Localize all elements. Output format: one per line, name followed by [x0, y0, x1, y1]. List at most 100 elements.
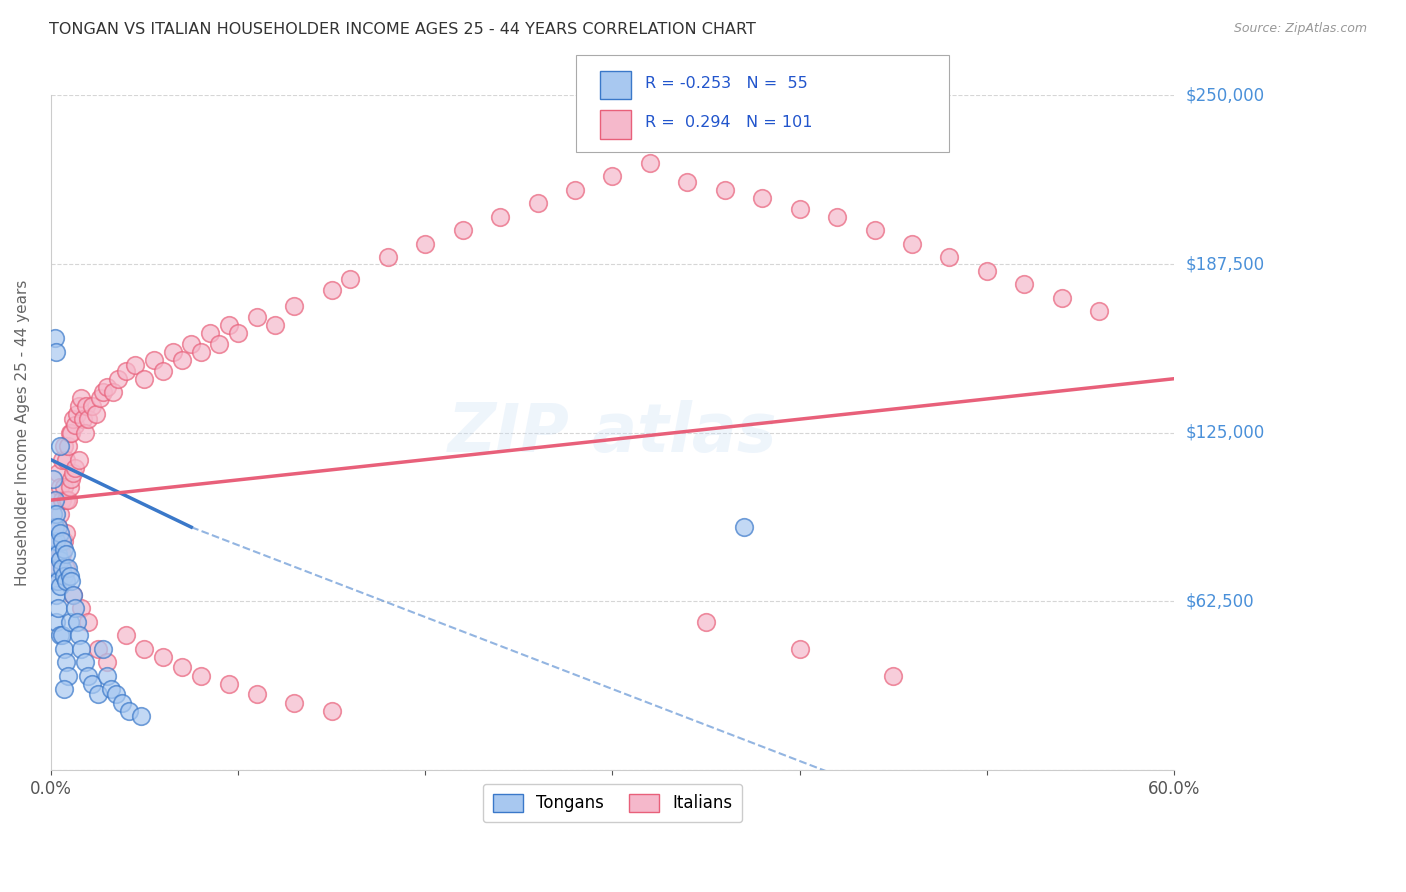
Point	[339, 272, 361, 286]
Point	[60, 574, 83, 588]
Point	[246, 688, 269, 702]
Point	[49, 580, 72, 594]
Point	[863, 223, 886, 237]
Point	[41, 547, 63, 561]
Point	[45, 588, 67, 602]
Point	[58, 480, 80, 494]
Point	[63, 460, 86, 475]
Point	[96, 668, 118, 682]
Point	[901, 236, 924, 251]
Point	[789, 641, 811, 656]
Point	[58, 615, 80, 629]
Point	[1014, 277, 1036, 292]
Text: R = -0.253   N =  55: R = -0.253 N = 55	[645, 76, 808, 91]
Point	[114, 628, 136, 642]
Point	[526, 196, 548, 211]
Point	[77, 668, 100, 682]
Point	[91, 385, 114, 400]
Point	[49, 439, 72, 453]
Point	[676, 175, 699, 189]
Point	[1088, 304, 1111, 318]
Point	[882, 668, 904, 682]
Point	[49, 507, 72, 521]
Point	[44, 520, 66, 534]
Point	[45, 560, 67, 574]
Point	[52, 533, 75, 548]
Point	[413, 236, 436, 251]
Point	[41, 507, 63, 521]
Point	[62, 412, 84, 426]
Point	[51, 452, 73, 467]
Point	[51, 493, 73, 508]
Point	[134, 372, 156, 386]
Point	[45, 344, 67, 359]
Point	[52, 541, 75, 556]
Point	[69, 601, 91, 615]
Point	[72, 412, 94, 426]
Point	[180, 336, 202, 351]
Point	[96, 655, 118, 669]
Point	[52, 439, 75, 453]
Point	[218, 318, 240, 332]
Point	[44, 574, 66, 588]
Point	[46, 574, 69, 588]
Point	[77, 412, 100, 426]
Point	[77, 615, 100, 629]
Point	[67, 628, 90, 642]
Point	[283, 696, 305, 710]
Point	[63, 601, 86, 615]
Point	[602, 169, 624, 184]
Point	[73, 425, 96, 440]
Point	[91, 641, 114, 656]
Point	[62, 466, 84, 480]
Point	[321, 704, 343, 718]
Point	[52, 681, 75, 696]
Point	[976, 264, 998, 278]
Point	[45, 533, 67, 548]
Text: TONGAN VS ITALIAN HOUSEHOLDER INCOME AGES 25 - 44 YEARS CORRELATION CHART: TONGAN VS ITALIAN HOUSEHOLDER INCOME AGE…	[49, 22, 756, 37]
Point	[198, 326, 221, 340]
Point	[52, 480, 75, 494]
Point	[124, 358, 146, 372]
Point	[283, 299, 305, 313]
Point	[46, 520, 69, 534]
Point	[129, 709, 152, 723]
Point	[86, 641, 108, 656]
Point	[489, 210, 512, 224]
Point	[51, 533, 73, 548]
Point	[825, 210, 848, 224]
Point	[55, 655, 77, 669]
Point	[66, 407, 89, 421]
Point	[713, 183, 735, 197]
Point	[152, 649, 174, 664]
Point	[52, 568, 75, 582]
Point	[938, 250, 960, 264]
Text: $125,000: $125,000	[1185, 424, 1264, 442]
Text: R =  0.294   N = 101: R = 0.294 N = 101	[645, 115, 813, 130]
Point	[89, 391, 111, 405]
Point	[218, 676, 240, 690]
Point	[96, 380, 118, 394]
Point	[41, 533, 63, 548]
Point	[170, 660, 193, 674]
Point	[46, 601, 69, 615]
Point	[45, 533, 67, 548]
Point	[46, 466, 69, 480]
Point	[69, 391, 91, 405]
Text: $250,000: $250,000	[1185, 87, 1264, 104]
Point	[751, 191, 773, 205]
Point	[134, 641, 156, 656]
Point	[451, 223, 474, 237]
Point	[45, 493, 67, 508]
Point	[49, 525, 72, 540]
Point	[377, 250, 399, 264]
Point	[46, 547, 69, 561]
Point	[66, 615, 89, 629]
Point	[55, 493, 77, 508]
Point	[49, 547, 72, 561]
Point	[63, 417, 86, 432]
Point	[84, 407, 107, 421]
Point	[789, 202, 811, 216]
Point	[264, 318, 287, 332]
Point	[58, 425, 80, 440]
